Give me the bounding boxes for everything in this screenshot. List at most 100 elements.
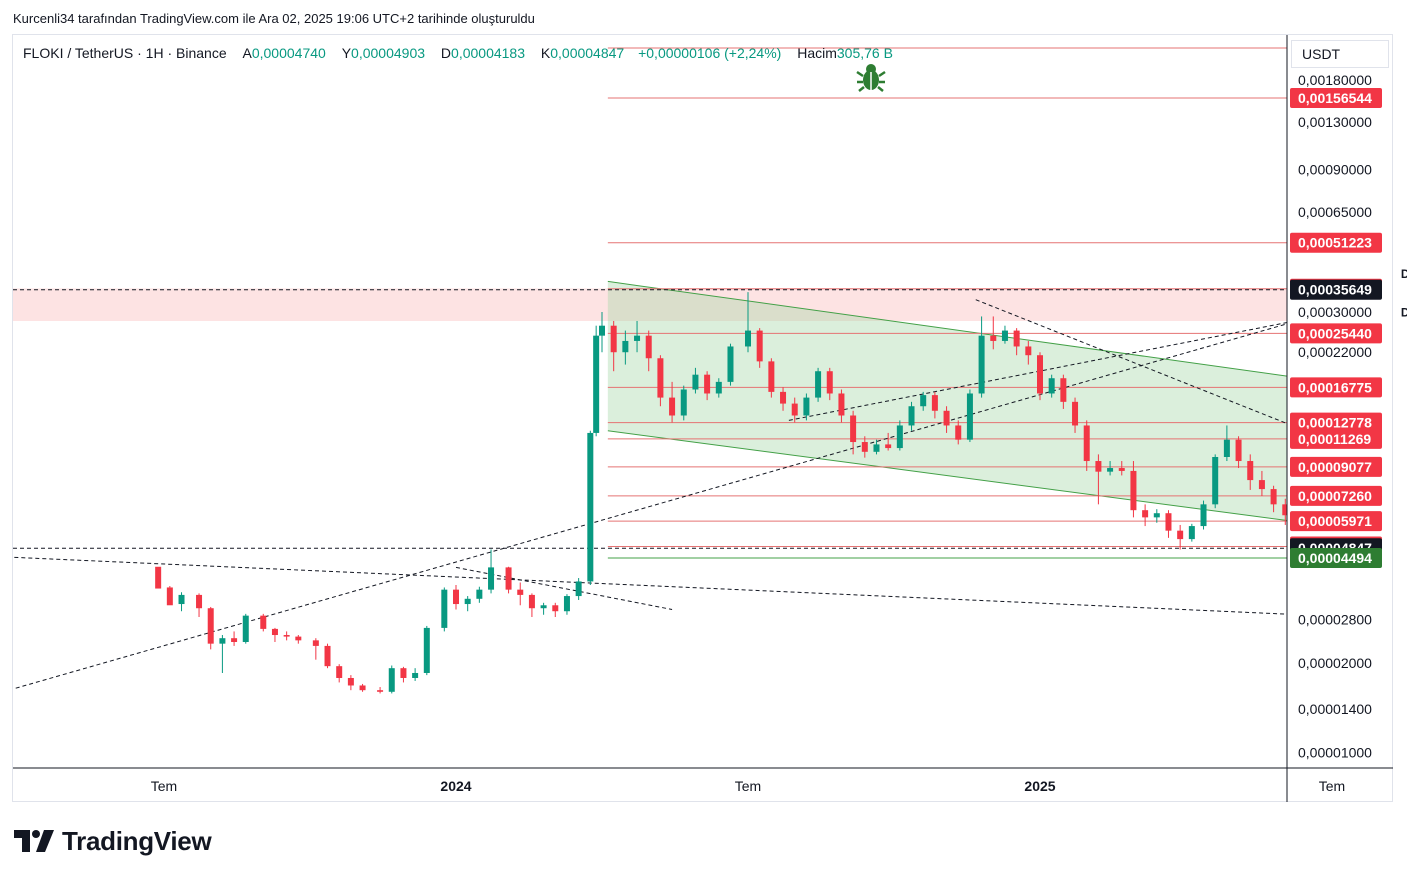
candle-body: [896, 425, 903, 449]
candle: [1095, 454, 1102, 505]
price-level-tag[interactable]: 0,00007260: [1290, 485, 1382, 506]
candle: [1001, 325, 1008, 344]
y-tick-label: 0,00002800: [1298, 611, 1372, 627]
price-level-tag[interactable]: 0,00012778: [1290, 412, 1382, 433]
candle: [412, 668, 419, 681]
candle: [803, 393, 810, 421]
candle-body: [1282, 504, 1287, 516]
candle: [745, 292, 751, 353]
candle-body: [885, 444, 892, 449]
candle: [861, 436, 868, 458]
candle-body: [1399, 452, 1405, 471]
candle-body: [990, 335, 997, 341]
candle: [505, 566, 512, 594]
candle-body: [1118, 468, 1125, 471]
currency-selector[interactable]: USDT: [1291, 40, 1389, 68]
candle: [908, 401, 915, 431]
price-level-tag[interactable]: 0,00009077: [1290, 456, 1382, 477]
legend-volume: 305,76 B: [836, 45, 893, 61]
candle-body: [1212, 456, 1219, 505]
candle-body: [622, 340, 629, 353]
candle-body: [271, 628, 278, 636]
candle: [1177, 524, 1184, 550]
candle-body: [1387, 448, 1393, 452]
candle: [955, 420, 962, 445]
legend-high: 0,00004903: [351, 45, 426, 61]
channel-fill: [607, 281, 1287, 521]
price-level-tag-bg: [1290, 377, 1382, 398]
price-level-tag-bg: [1290, 428, 1382, 449]
candle: [1223, 425, 1230, 462]
price-level-tag-text: 0,00004494: [1298, 550, 1372, 566]
legend-open: 0,00004740: [251, 45, 326, 61]
candle: [1282, 498, 1287, 525]
bug-icon[interactable]: [856, 64, 886, 92]
candle: [1118, 461, 1125, 476]
candle: [780, 387, 787, 411]
candle: [610, 320, 617, 372]
tradingview-logo-text: TradingView: [62, 825, 212, 856]
price-level-tag[interactable]: 0,00011269: [1290, 428, 1382, 449]
price-level-tag[interactable]: 0,00156544: [1290, 88, 1382, 108]
price-level-tag-text: 0,00011269: [1298, 431, 1371, 447]
x-tick-label: Tem: [1319, 778, 1345, 794]
price-level-tag-bg: [1290, 232, 1382, 253]
candle: [990, 316, 997, 350]
price-level-tag-bg: [1290, 88, 1382, 108]
candle: [441, 587, 448, 632]
candle-body: [196, 594, 203, 609]
price-level-tag[interactable]: 0,00005971: [1290, 511, 1382, 532]
legend-symbol[interactable]: FLOKI / TetherUS · 1H · Binance: [23, 45, 227, 61]
candle-body: [464, 598, 471, 605]
candle-body: [920, 395, 927, 407]
candle: [1235, 436, 1242, 469]
candle-body: [1177, 530, 1184, 540]
candle-body: [1001, 330, 1008, 341]
candle-body: [861, 442, 868, 452]
candle: [377, 687, 384, 694]
candle: [704, 371, 711, 401]
candle: [669, 381, 676, 423]
candle-body: [1037, 355, 1043, 394]
candle: [575, 578, 582, 600]
candle: [1258, 470, 1265, 497]
price-level-tag-text: 0,00016775: [1298, 379, 1372, 395]
candle: [838, 389, 845, 423]
price-level-tag[interactable]: 0,00016775: [1290, 377, 1382, 398]
price-level-tag[interactable]: 0,00025440: [1290, 323, 1382, 344]
candle: [517, 582, 524, 606]
price-level-tag-bg: [1290, 456, 1382, 477]
candle: [1200, 500, 1207, 530]
price-level-tag[interactable]: 0,00004494: [1290, 548, 1382, 568]
candle: [1387, 440, 1393, 461]
candle: [680, 385, 687, 421]
candle: [645, 330, 652, 372]
candle: [1060, 374, 1067, 409]
tradingview-logo[interactable]: TradingView: [14, 825, 212, 856]
candle-body: [715, 381, 722, 394]
candle-body: [476, 589, 483, 599]
candle-body: [260, 615, 267, 629]
price-level-tag-text: 0,00005971: [1298, 513, 1372, 529]
candle-body: [1235, 439, 1242, 462]
price-level-tag-text: 0,00012778: [1298, 415, 1372, 431]
candle: [587, 430, 594, 585]
candle: [166, 586, 173, 606]
candle-body: [324, 645, 331, 667]
candle-body: [441, 589, 448, 628]
candle: [453, 584, 459, 610]
candle: [260, 613, 267, 632]
candle: [271, 627, 278, 642]
candle-body: [966, 393, 973, 440]
candle-body: [978, 335, 985, 394]
price-level-tag[interactable]: 0,00051223: [1290, 232, 1382, 253]
price-level-tag[interactable]: 0,00035649: [1290, 279, 1382, 300]
candle: [324, 643, 331, 669]
candle-body: [634, 335, 641, 341]
price-level-tag-text: 0,00156544: [1298, 90, 1372, 106]
candle: [540, 602, 547, 615]
candle-body: [815, 371, 822, 398]
candle: [634, 320, 641, 353]
candle-body: [873, 444, 880, 452]
